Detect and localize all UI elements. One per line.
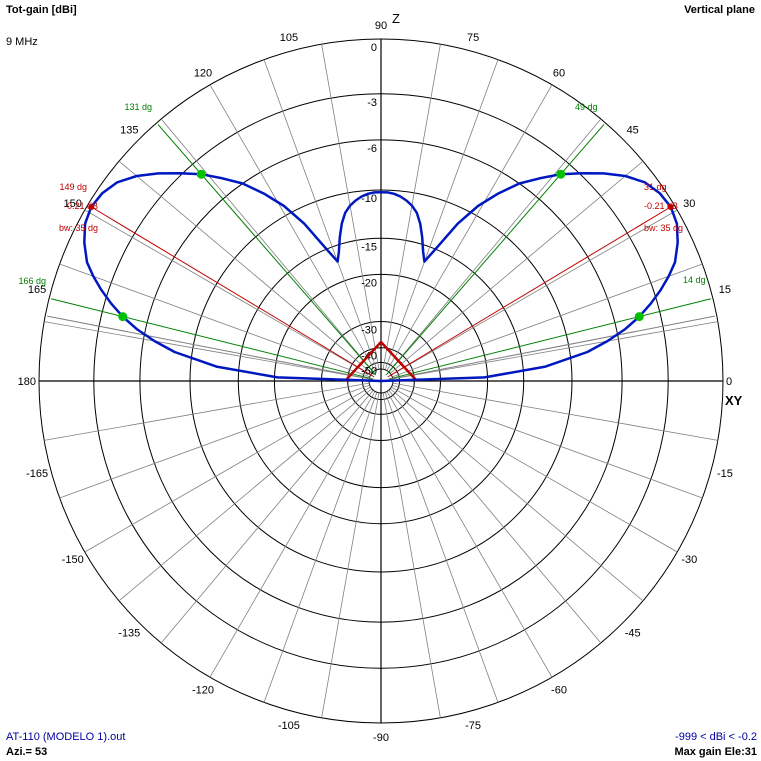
radial-tick-label: -6 [367,143,377,155]
angle-tick-label: -90 [373,732,389,744]
grid-spoke [160,118,374,373]
halfpower-point [196,169,206,179]
angle-tick-label: 30 [683,198,695,210]
frequency-label: 9 MHz [6,36,38,48]
angle-tick-label: -60 [551,684,567,696]
grid-spoke [44,321,370,380]
max-gain-angle-label: 149 dg [59,182,87,192]
max-gain-value-label: -0.21 dB [644,201,678,211]
grid-spoke [59,384,370,499]
halfpower-line [157,124,377,376]
grid-spoke [386,391,553,678]
beamwidth-label: bw: 35 dg [59,223,98,233]
halfpower-point [118,312,128,322]
grid-spoke [388,118,602,373]
file-name: AT-110 (MODELO 1).out [6,731,126,743]
grid-spoke [386,84,553,371]
grid-spoke [118,160,373,374]
grid-spoke [160,389,374,644]
radial-tick-label: -15 [361,241,377,253]
radial-tick-label: 0 [371,42,377,54]
grid-spoke [321,392,380,718]
angle-tick-label: -135 [118,628,140,640]
radial-tick-label: -20 [361,277,377,289]
grid-spoke [388,389,602,644]
max-gain-angle-label: 31 dg [644,182,667,192]
angle-tick-label: 45 [627,124,639,136]
grid-spoke [392,263,703,378]
angle-tick-label: 15 [719,284,731,296]
max-gain-value-label: -0.21 dB [64,201,98,211]
halfpower-label: 131 dg [124,102,152,112]
angle-tick-label: -15 [717,468,733,480]
angle-tick-label: -45 [625,628,641,640]
max-gain-point [88,204,95,210]
radial-tick-label: -30 [361,325,377,337]
angle-tick-label: 120 [194,68,212,80]
low-angle-line [388,315,715,380]
angle-tick-label: 150 [64,198,82,210]
z-axis-label: Z [392,11,400,26]
grid-spoke [118,388,373,602]
grid-spoke [392,384,703,499]
grid-spoke [384,392,499,703]
halfpower-point [634,312,644,322]
angle-tick-label: 0 [726,376,732,388]
beamwidth-label: bw: 35 dg [644,223,683,233]
grid-spoke [263,392,378,703]
halfpower-label: 14 dg [683,275,706,285]
grid-spoke [384,59,499,370]
max-gain-line [387,206,671,378]
grid-spoke [209,84,376,371]
grid-spoke [389,160,644,374]
max-gain-elevation: Max gain Ele:31 [674,746,757,758]
grid-spoke [59,263,370,378]
plot-title: Tot-gain [dBi] [6,4,77,16]
halfpower-label: 49 dg [575,102,598,112]
plane-label: Vertical plane [684,4,755,16]
grid-spoke [392,321,718,380]
angle-tick-label: 105 [280,32,298,44]
grid-spoke [389,388,644,602]
angle-tick-label: -120 [192,684,214,696]
radial-tick-label: -50 [361,365,377,377]
angle-tick-label: -30 [681,554,697,566]
halfpower-label: 166 dg [18,276,46,286]
xy-axis-label: XY [725,393,743,408]
angle-tick-label: 165 [28,284,46,296]
angle-tick-label: -150 [62,554,84,566]
low-angle-line [47,315,374,380]
grid-spoke [392,382,718,441]
angle-tick-label: 60 [553,68,565,80]
angle-tick-label: 90 [375,20,387,32]
max-gain-point [667,204,674,210]
antenna-marker [344,340,418,382]
angle-tick-label: 75 [467,32,479,44]
angle-tick-label: 180 [18,376,36,388]
radial-tick-label: -3 [367,97,377,109]
grid-spoke [391,386,678,553]
gain-range: -999 < dBi < -0.2 [675,731,757,743]
grid-spoke [391,209,678,376]
azimuth-label: Azi.= 53 [6,746,48,758]
halfpower-line [50,298,374,380]
angle-tick-label: -165 [26,468,48,480]
halfpower-line [388,298,712,380]
gain-pattern-curve [83,171,679,383]
grid-spoke [84,209,371,376]
halfpower-point [556,169,566,179]
halfpower-line [385,124,605,376]
angle-tick-label: -75 [465,720,481,732]
grid-spoke [84,386,371,553]
grid-spoke [382,392,441,718]
grid-spoke [263,59,378,370]
max-gain-line [91,206,375,378]
grid-spoke [44,382,370,441]
angle-tick-label: -105 [278,720,300,732]
grid-spoke [209,391,376,678]
angle-tick-label: 135 [120,124,138,136]
